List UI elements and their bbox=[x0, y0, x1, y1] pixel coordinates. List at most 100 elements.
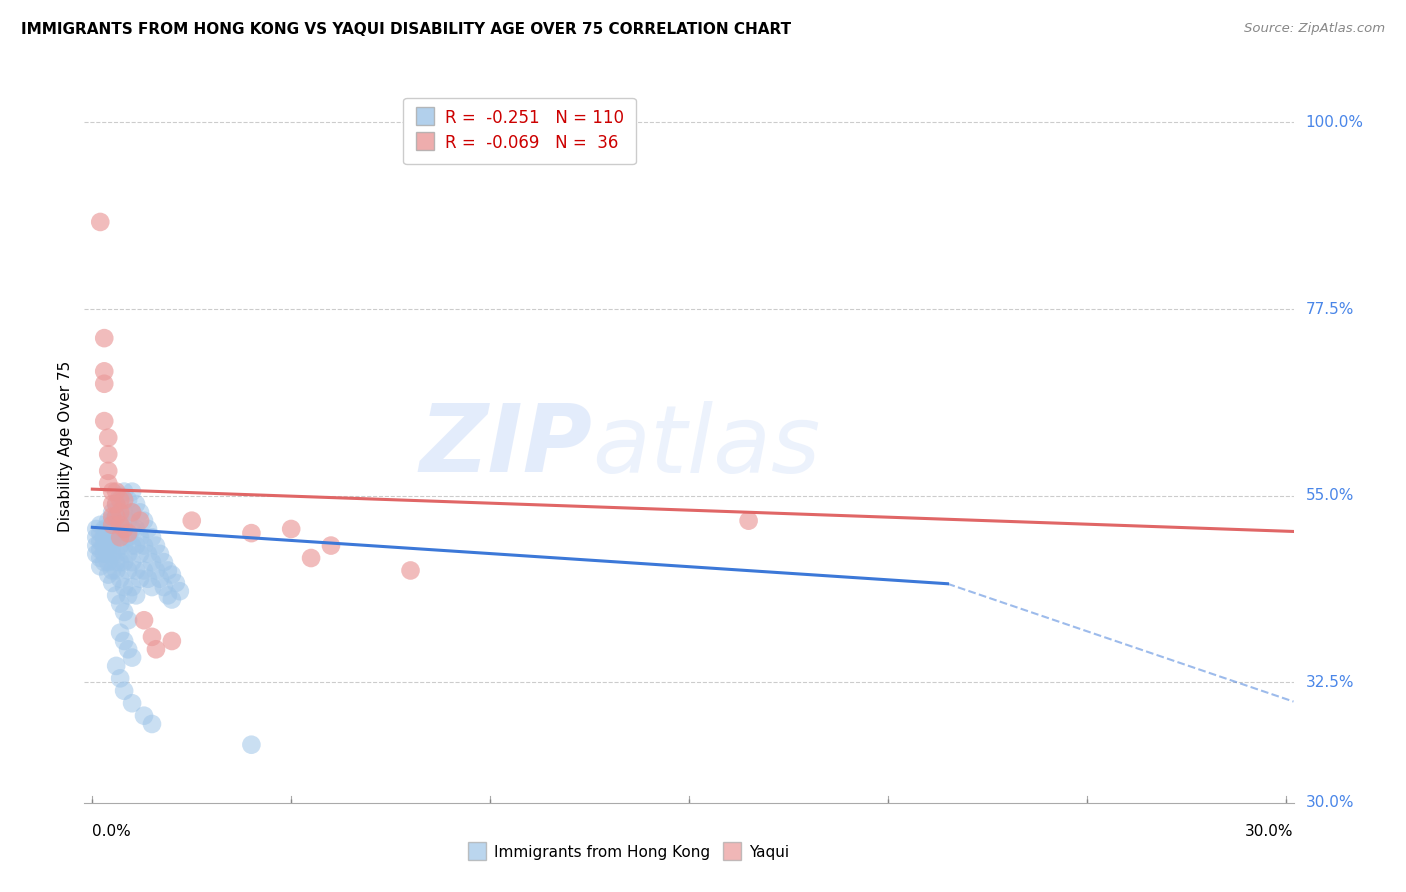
Point bbox=[125, 564, 148, 578]
Point bbox=[125, 522, 148, 536]
Point bbox=[117, 642, 139, 657]
Text: 32.5%: 32.5% bbox=[1306, 675, 1354, 690]
Point bbox=[101, 522, 124, 536]
Point bbox=[121, 650, 143, 665]
Point bbox=[105, 484, 128, 499]
Point bbox=[121, 555, 143, 569]
Point bbox=[112, 555, 135, 569]
Point bbox=[101, 575, 124, 590]
Point bbox=[97, 431, 120, 445]
Point bbox=[112, 522, 135, 536]
Text: 30.0%: 30.0% bbox=[1246, 823, 1294, 838]
Point bbox=[97, 539, 120, 553]
Point bbox=[89, 534, 111, 549]
Point bbox=[105, 659, 128, 673]
Point bbox=[105, 555, 128, 569]
Point bbox=[89, 551, 111, 566]
Point bbox=[132, 564, 155, 578]
Point bbox=[165, 575, 187, 590]
Point bbox=[141, 555, 163, 569]
Point bbox=[101, 539, 124, 553]
Point bbox=[97, 522, 120, 536]
Point bbox=[105, 509, 128, 524]
Point bbox=[108, 517, 131, 532]
Point bbox=[180, 514, 202, 528]
Point bbox=[108, 671, 131, 685]
Point bbox=[97, 514, 120, 528]
Text: 30.0%: 30.0% bbox=[1306, 796, 1354, 810]
Point bbox=[89, 559, 111, 574]
Point bbox=[121, 505, 143, 519]
Point bbox=[129, 572, 152, 586]
Point bbox=[160, 634, 183, 648]
Point bbox=[149, 547, 172, 561]
Point bbox=[105, 497, 128, 511]
Point bbox=[145, 564, 167, 578]
Point bbox=[117, 547, 139, 561]
Point bbox=[101, 530, 124, 544]
Point bbox=[145, 642, 167, 657]
Point bbox=[169, 584, 191, 599]
Point bbox=[149, 572, 172, 586]
Point bbox=[97, 530, 120, 544]
Point bbox=[101, 514, 124, 528]
Point bbox=[105, 588, 128, 602]
Point bbox=[117, 588, 139, 602]
Point bbox=[93, 331, 115, 345]
Point bbox=[112, 505, 135, 519]
Point bbox=[112, 580, 135, 594]
Point bbox=[121, 484, 143, 499]
Point bbox=[93, 364, 115, 378]
Point bbox=[125, 588, 148, 602]
Point bbox=[93, 530, 115, 544]
Point bbox=[125, 497, 148, 511]
Point bbox=[84, 547, 107, 561]
Point bbox=[108, 489, 131, 503]
Point bbox=[132, 708, 155, 723]
Point bbox=[160, 567, 183, 582]
Point bbox=[93, 414, 115, 428]
Point bbox=[129, 547, 152, 561]
Text: 77.5%: 77.5% bbox=[1306, 301, 1354, 317]
Point bbox=[117, 564, 139, 578]
Point bbox=[101, 517, 124, 532]
Point bbox=[108, 572, 131, 586]
Point bbox=[108, 539, 131, 553]
Point bbox=[97, 476, 120, 491]
Point bbox=[108, 505, 131, 519]
Point bbox=[129, 514, 152, 528]
Point bbox=[280, 522, 302, 536]
Point bbox=[97, 447, 120, 461]
Point bbox=[105, 497, 128, 511]
Point bbox=[97, 555, 120, 569]
Point bbox=[132, 539, 155, 553]
Point bbox=[121, 522, 143, 536]
Point bbox=[129, 505, 152, 519]
Point bbox=[240, 526, 263, 541]
Point bbox=[112, 605, 135, 619]
Point bbox=[108, 509, 131, 524]
Text: ZIP: ZIP bbox=[419, 400, 592, 492]
Point bbox=[97, 567, 120, 582]
Point bbox=[117, 492, 139, 507]
Point bbox=[125, 539, 148, 553]
Point bbox=[399, 564, 422, 578]
Point bbox=[101, 505, 124, 519]
Point bbox=[136, 572, 159, 586]
Point bbox=[101, 547, 124, 561]
Point bbox=[121, 539, 143, 553]
Point bbox=[108, 555, 131, 569]
Point bbox=[141, 580, 163, 594]
Point bbox=[93, 539, 115, 553]
Point bbox=[84, 522, 107, 536]
Point bbox=[112, 683, 135, 698]
Point bbox=[105, 522, 128, 536]
Point bbox=[240, 738, 263, 752]
Point bbox=[141, 717, 163, 731]
Point bbox=[117, 526, 139, 541]
Point bbox=[117, 613, 139, 627]
Point bbox=[153, 555, 176, 569]
Point bbox=[112, 492, 135, 507]
Point bbox=[112, 484, 135, 499]
Text: Source: ZipAtlas.com: Source: ZipAtlas.com bbox=[1244, 22, 1385, 36]
